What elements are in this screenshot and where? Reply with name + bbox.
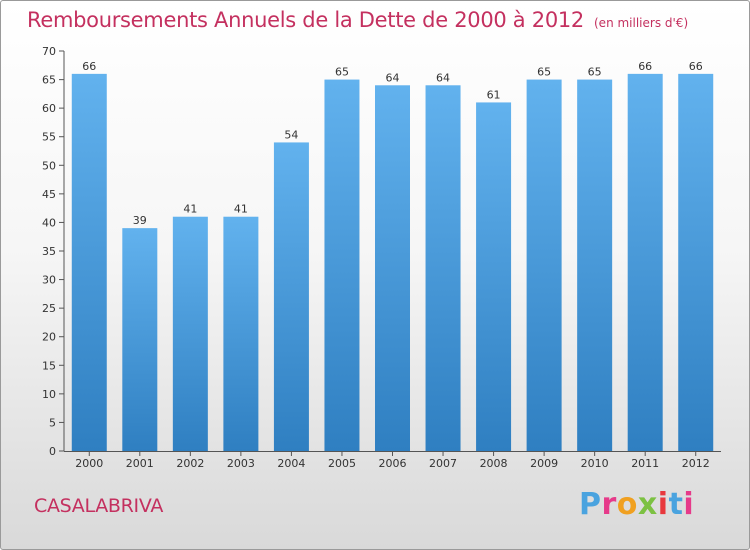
value-label-2009: 65 bbox=[537, 66, 551, 79]
y-tick-label: 60 bbox=[42, 102, 56, 115]
y-tick-label: 20 bbox=[42, 331, 56, 344]
y-tick-label: 50 bbox=[42, 159, 56, 172]
x-tick-label-2004: 2004 bbox=[277, 457, 305, 470]
chart-unit: (en milliers d'€) bbox=[594, 16, 689, 30]
bar-2008 bbox=[476, 102, 512, 451]
chart-title-text: Remboursements Annuels de la Dette de 20… bbox=[27, 8, 584, 32]
bar-2002 bbox=[172, 216, 208, 451]
x-tick-label-2003: 2003 bbox=[227, 457, 255, 470]
bar-2012 bbox=[678, 73, 714, 451]
x-tick-label-2009: 2009 bbox=[530, 457, 558, 470]
x-tick-label-2008: 2008 bbox=[480, 457, 508, 470]
logo-letter: o bbox=[616, 487, 638, 522]
value-label-2011: 66 bbox=[638, 60, 652, 73]
x-tick-label-2002: 2002 bbox=[176, 457, 204, 470]
y-tick-label: 40 bbox=[42, 216, 56, 229]
logo-letter: i bbox=[657, 487, 669, 522]
x-tick-label-2006: 2006 bbox=[379, 457, 407, 470]
chart-axes: 0 5 10 15 20 25 30 35 40 45 50 55 60 65 70 bbox=[42, 45, 721, 458]
y-tick-label: 65 bbox=[42, 74, 56, 87]
value-label-2010: 65 bbox=[588, 66, 602, 79]
x-tick-label-2000: 2000 bbox=[75, 457, 103, 470]
x-tick-label-2007: 2007 bbox=[429, 457, 457, 470]
value-label-2006: 64 bbox=[386, 71, 400, 84]
bar-2003 bbox=[223, 216, 259, 451]
proxiti-logo: Proxiti bbox=[579, 487, 694, 522]
value-label-2003: 41 bbox=[234, 203, 248, 216]
chart-title: Remboursements Annuels de la Dette de 20… bbox=[27, 8, 688, 32]
x-tick-label-2012: 2012 bbox=[682, 457, 710, 470]
chart-labels: 66 2000 39 2001 41 2002 41 2003 54 2004 65 2005 64 20… bbox=[75, 60, 709, 470]
y-tick-label: 35 bbox=[42, 245, 56, 258]
chart-bars bbox=[71, 73, 714, 452]
bar-2004 bbox=[273, 142, 309, 451]
y-tick-label: 10 bbox=[42, 388, 56, 401]
bar-2010 bbox=[577, 79, 613, 452]
x-tick-label-2011: 2011 bbox=[631, 457, 659, 470]
logo-letter: i bbox=[683, 487, 695, 522]
y-tick-label: 30 bbox=[42, 274, 56, 287]
value-label-2008: 61 bbox=[487, 88, 501, 101]
bar-2005 bbox=[324, 79, 360, 452]
y-tick-label: 55 bbox=[42, 131, 56, 144]
x-tick-label-2001: 2001 bbox=[126, 457, 154, 470]
y-tick-label: 25 bbox=[42, 302, 56, 315]
bar-2006 bbox=[375, 85, 410, 452]
bar-2007 bbox=[425, 85, 461, 452]
x-tick-label-2005: 2005 bbox=[328, 457, 356, 470]
logo-letter: r bbox=[601, 487, 617, 522]
bar-2009 bbox=[526, 79, 562, 452]
bar-2011 bbox=[627, 73, 663, 451]
value-label-2005: 65 bbox=[335, 66, 349, 79]
logo-letter: x bbox=[637, 487, 658, 522]
bar-2000 bbox=[71, 73, 107, 451]
y-tick-label: 0 bbox=[49, 445, 56, 458]
value-label-2002: 41 bbox=[183, 203, 197, 216]
y-tick-label: 70 bbox=[42, 45, 56, 58]
x-tick-label-2010: 2010 bbox=[581, 457, 609, 470]
value-label-2012: 66 bbox=[689, 60, 703, 73]
y-tick-label: 5 bbox=[49, 416, 56, 429]
y-tick-label: 45 bbox=[42, 188, 56, 201]
value-label-2007: 64 bbox=[436, 71, 450, 84]
commune-name: CASALABRIVA bbox=[34, 495, 164, 517]
value-label-2000: 66 bbox=[82, 60, 96, 73]
value-label-2001: 39 bbox=[133, 214, 147, 227]
y-tick-label: 15 bbox=[42, 359, 56, 372]
logo-letter: t bbox=[668, 487, 684, 522]
bar-2001 bbox=[122, 228, 158, 451]
value-label-2004: 54 bbox=[284, 128, 298, 141]
logo-letter: P bbox=[579, 487, 602, 522]
